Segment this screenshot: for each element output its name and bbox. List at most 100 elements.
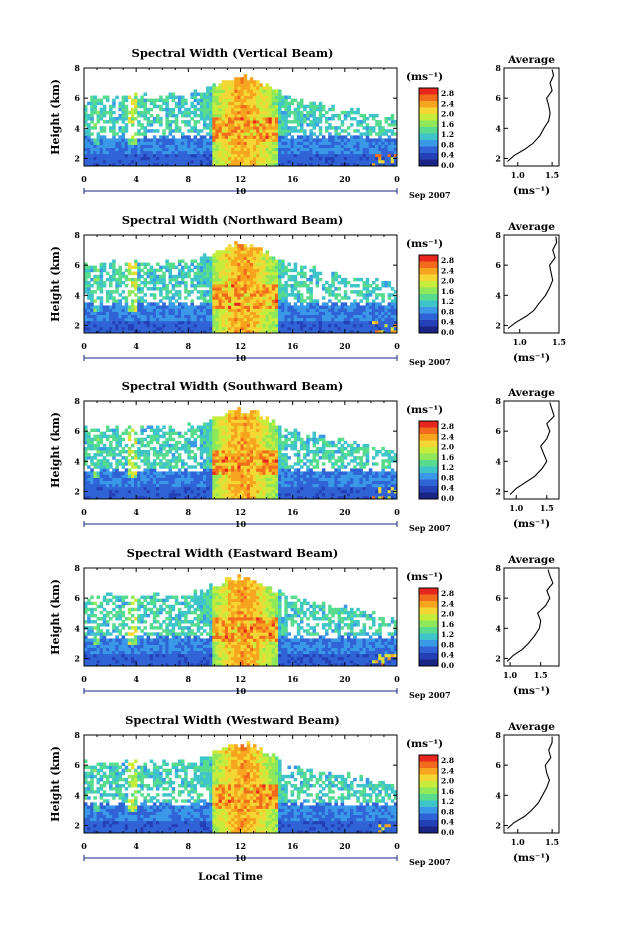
heatmap-cell (218, 416, 223, 420)
heatmap-cell (390, 113, 395, 118)
heatmap-cell (84, 437, 88, 442)
heatmap-cell (196, 471, 201, 475)
heatmap-cell (265, 141, 270, 145)
panel-title: Spectral Width (Southward Beam) (122, 379, 344, 393)
heatmap-cell (318, 311, 323, 316)
heatmap-cell (134, 440, 138, 445)
heatmap-cell (165, 141, 169, 145)
heatmap-cell (102, 320, 107, 325)
heatmap-cell (281, 296, 285, 300)
heatmap-cell (290, 317, 295, 322)
heatmap-cell (184, 308, 188, 312)
heatmap-cell (99, 305, 104, 309)
heatmap-cell (231, 162, 235, 167)
heatmap-cell (168, 290, 173, 294)
heatmap-cell (199, 474, 204, 478)
heatmap-cell (155, 440, 160, 445)
heatmap-cell (256, 296, 260, 300)
heatmap-cell (143, 129, 147, 133)
heatmap-cell (221, 477, 226, 482)
heatmap-cell (105, 459, 110, 463)
heatmap-cell (234, 132, 238, 136)
heatmap-cell (174, 120, 179, 124)
heatmap-cell (234, 120, 238, 124)
heatmap-cell (212, 480, 216, 485)
heatmap-cell (331, 308, 335, 312)
heatmap-cell (130, 150, 135, 155)
heatmap-cell (246, 274, 251, 279)
heatmap-cell (331, 280, 335, 285)
heatmap-cell (268, 320, 273, 325)
heatmap-cell (318, 113, 323, 118)
heatmap-cell (140, 305, 144, 309)
heatmap-cell (168, 262, 173, 267)
heatmap-cell (127, 147, 132, 152)
heatmap-cell (212, 446, 216, 451)
heatmap-cell (206, 462, 210, 466)
heatmap-cell (306, 314, 310, 319)
heatmap-cell (384, 311, 389, 316)
heatmap-cell (284, 296, 288, 300)
heatmap-cell (221, 280, 226, 285)
heatmap-cell (112, 434, 116, 439)
heatmap-cell (109, 305, 113, 309)
heatmap-cell (212, 287, 216, 291)
heatmap-cell (90, 290, 94, 294)
heatmap-cell (171, 323, 176, 328)
heatmap-cell (209, 308, 213, 312)
heatmap-cell (224, 159, 229, 164)
heatmap-cell (259, 89, 263, 93)
heatmap-cell (331, 320, 335, 325)
heatmap-cell (368, 132, 373, 136)
heatmap-cell (87, 153, 91, 158)
heatmap-cell (130, 265, 135, 270)
heatmap-cell (231, 253, 235, 257)
heatmap-cell (271, 147, 276, 152)
x-tick-label: 12 (235, 174, 246, 184)
heatmap-cell (256, 92, 260, 96)
heatmap-cell (199, 486, 204, 491)
heatmap-cell (121, 311, 126, 316)
heatmap-cell (209, 287, 213, 291)
heatmap-cell (199, 317, 204, 322)
heatmap-cell (246, 323, 251, 328)
heatmap-cell (155, 486, 160, 491)
heatmap-cell (130, 428, 135, 433)
heatmap-cell (212, 456, 216, 460)
heatmap-cell (162, 153, 166, 158)
heatmap-cell (249, 293, 254, 297)
heatmap-cell (140, 440, 144, 445)
heatmap-cell (105, 150, 110, 155)
heatmap-cell (215, 129, 219, 133)
heatmap-cell (155, 268, 160, 273)
heatmap-cell (202, 296, 207, 300)
heatmap-cell (265, 117, 270, 121)
heatmap-cell (209, 302, 213, 306)
heatmap-cell (221, 314, 226, 319)
heatmap-cell (246, 302, 251, 306)
heatmap-cell (165, 323, 169, 328)
heatmap-cell (240, 253, 245, 257)
heatmap-cell (296, 129, 301, 133)
heatmap-cell (237, 280, 241, 285)
heatmap-cell (130, 480, 135, 485)
heatmap-cell (334, 293, 338, 297)
heatmap-cell (274, 314, 279, 319)
heatmap-cell (287, 101, 291, 106)
heatmap-cell (337, 132, 342, 136)
heatmap-cell (359, 308, 363, 312)
heatmap-cell (115, 117, 119, 121)
heatmap-cell (155, 113, 160, 118)
heatmap-cell (325, 317, 329, 322)
heatmap-cell (199, 268, 204, 273)
heatmap-cell (378, 323, 382, 328)
x-tick-label: 16 (287, 174, 299, 184)
heatmap-cell (162, 147, 166, 152)
heatmap-cell (165, 440, 169, 445)
heatmap-cell (246, 104, 251, 109)
heatmap-cell (265, 305, 270, 309)
heatmap-cell (246, 135, 251, 139)
heatmap-cell (84, 314, 88, 319)
heatmap-cell (303, 329, 307, 334)
heatmap-cell (84, 117, 88, 121)
